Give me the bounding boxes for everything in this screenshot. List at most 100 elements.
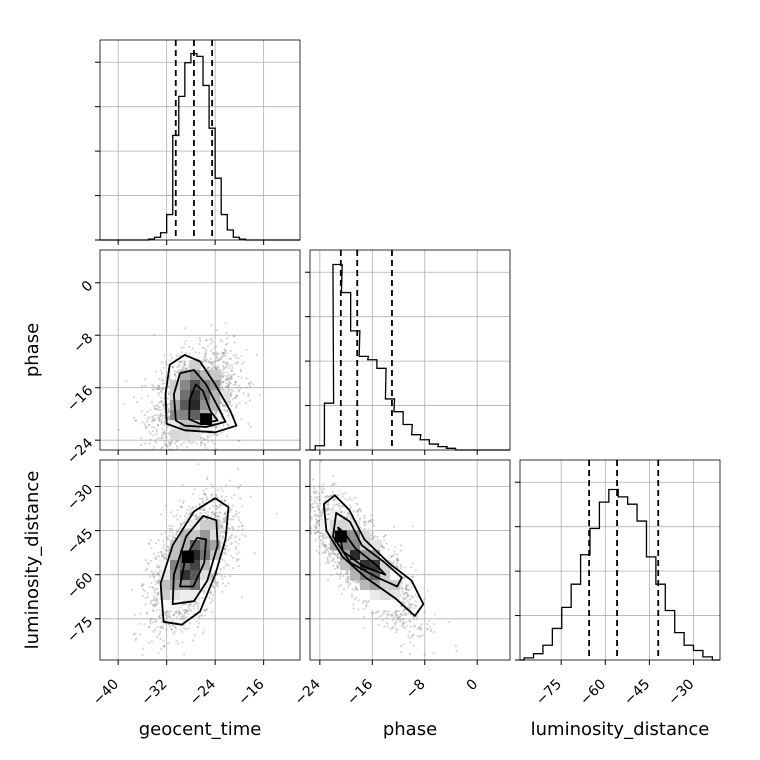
sample-point (362, 607, 365, 610)
sample-point (235, 406, 238, 409)
sample-point (237, 515, 240, 519)
sample-point (204, 353, 207, 356)
sample-point (228, 403, 232, 406)
sample-point (219, 338, 222, 342)
sample-point (151, 415, 154, 418)
sample-point (214, 515, 217, 519)
sample-point (181, 366, 184, 370)
sample-point (190, 609, 193, 613)
density-cell (210, 400, 221, 411)
sample-point (156, 404, 159, 408)
sample-point (215, 493, 218, 496)
sample-point (152, 594, 156, 597)
sample-point (228, 400, 231, 403)
sample-point (225, 331, 228, 335)
sample-point (181, 468, 183, 470)
sample-point (223, 548, 227, 551)
sample-point (220, 487, 223, 490)
sample-point (185, 465, 187, 467)
sample-point (372, 536, 375, 539)
sample-point (169, 610, 172, 613)
sample-point (221, 521, 224, 524)
sample-point (215, 368, 219, 371)
sample-point (235, 510, 238, 513)
sample-point (336, 572, 339, 575)
sample-point (149, 438, 152, 441)
sample-point (189, 471, 191, 473)
sample-point (210, 576, 213, 579)
sample-point (144, 442, 147, 445)
sample-point (148, 430, 151, 433)
sample-point (201, 346, 204, 349)
sample-point (117, 428, 120, 432)
sample-point (211, 486, 214, 489)
sample-point (179, 617, 182, 621)
sample-point (313, 496, 316, 499)
sample-point (223, 404, 226, 407)
sample-point (167, 397, 170, 400)
sample-point (185, 367, 189, 370)
sample-point (212, 433, 215, 436)
sample-point (152, 630, 155, 633)
sample-point (150, 419, 153, 423)
sample-point (165, 536, 168, 539)
density-cell (190, 370, 201, 381)
sample-point (163, 354, 166, 357)
sample-point (195, 602, 198, 605)
sample-point (163, 417, 166, 420)
sample-point (239, 387, 242, 390)
sample-point (227, 503, 230, 506)
sample-point (202, 508, 205, 511)
sample-point (214, 432, 217, 436)
sample-point (149, 559, 153, 562)
sample-point (231, 366, 234, 369)
sample-point (249, 381, 253, 384)
sample-point (226, 377, 229, 381)
sample-point (230, 374, 233, 377)
sample-point (215, 345, 218, 348)
sample-point (230, 369, 233, 372)
sample-point (200, 440, 203, 444)
sample-point (155, 451, 157, 453)
density-cell (170, 430, 181, 441)
sample-point (172, 623, 175, 627)
sample-point (134, 639, 137, 642)
sample-point (397, 558, 400, 561)
sample-point (160, 389, 163, 393)
sample-point (203, 456, 205, 458)
sample-point (160, 420, 163, 423)
sample-point (209, 338, 212, 341)
sample-point (235, 386, 238, 389)
sample-point (432, 630, 436, 634)
density-cell (180, 590, 191, 601)
sample-point (162, 553, 165, 556)
panel-content (117, 322, 262, 473)
sample-point (187, 440, 190, 443)
sample-point (154, 582, 157, 586)
sample-point (164, 431, 167, 434)
sample-point (164, 443, 167, 446)
sample-point (227, 527, 230, 530)
sample-point (318, 495, 321, 498)
sample-point (153, 407, 157, 410)
sample-point (195, 516, 198, 520)
sample-point (151, 419, 155, 422)
sample-point (395, 609, 398, 613)
sample-point (222, 375, 225, 378)
sample-point (194, 515, 198, 518)
sample-point (196, 607, 200, 610)
sample-point (195, 453, 197, 455)
sample-point (183, 611, 186, 614)
sample-point (390, 555, 393, 559)
sample-point (247, 422, 250, 425)
sample-point (222, 424, 225, 428)
sample-point (156, 580, 159, 583)
sample-point (149, 622, 152, 625)
sample-point (154, 579, 157, 583)
sample-point (170, 441, 173, 444)
sample-point (209, 342, 212, 345)
sample-point (426, 589, 429, 592)
sample-point (247, 393, 250, 396)
sample-point (167, 548, 171, 552)
sample-point (208, 596, 211, 599)
